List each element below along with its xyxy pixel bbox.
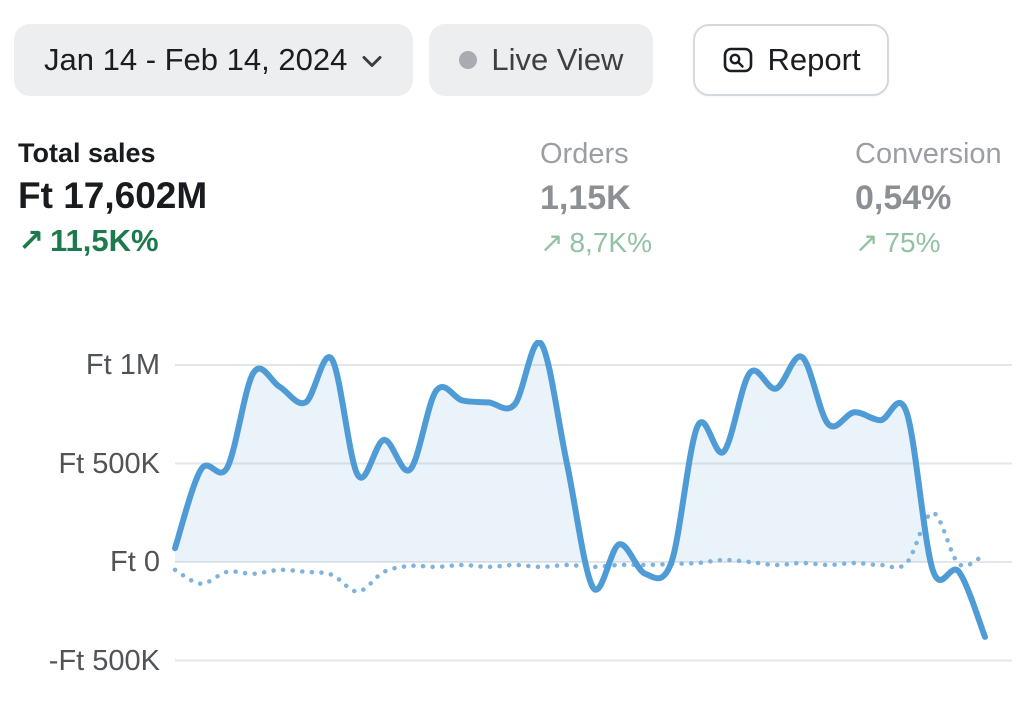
report-icon bbox=[724, 47, 753, 73]
report-label: Report bbox=[767, 42, 861, 77]
metric-delta-value: 75% bbox=[884, 226, 941, 258]
metric-label: Total sales bbox=[18, 138, 156, 168]
metric-delta-value: 8,7K% bbox=[569, 226, 652, 258]
metric-total-sales[interactable]: Total sales Ft 17,602M ↗ 11,5K% bbox=[18, 138, 207, 259]
report-button[interactable]: Report bbox=[693, 24, 889, 96]
metric-delta-value: 11,5K% bbox=[49, 223, 159, 258]
date-range-picker[interactable]: Jan 14 - Feb 14, 2024 bbox=[14, 24, 414, 96]
date-range-label: Jan 14 - Feb 14, 2024 bbox=[44, 42, 348, 77]
toolbar: Jan 14 - Feb 14, 2024 Live View Report bbox=[14, 24, 889, 96]
metric-delta: ↗ 8,7K% bbox=[540, 226, 652, 259]
metrics-row: Total sales Ft 17,602M ↗ 11,5K% Orders 1… bbox=[18, 138, 1032, 268]
metric-delta: ↗ 75% bbox=[855, 226, 1002, 259]
trend-up-icon: ↗ bbox=[855, 227, 879, 258]
live-view-button[interactable]: Live View bbox=[429, 24, 654, 96]
metric-value: 0,54% bbox=[855, 179, 952, 217]
live-view-label: Live View bbox=[491, 42, 624, 77]
metric-orders[interactable]: Orders 1,15K ↗ 8,7K% bbox=[540, 138, 652, 259]
trend-up-icon: ↗ bbox=[540, 227, 564, 258]
y-axis-tick: -Ft 500K bbox=[48, 644, 160, 677]
y-axis-tick: Ft 1M bbox=[85, 349, 160, 381]
sales-line-chart[interactable] bbox=[0, 340, 1032, 704]
metric-label: Orders bbox=[540, 138, 629, 170]
metric-value: 1,15K bbox=[540, 179, 631, 217]
y-axis-tick: Ft 0 bbox=[110, 546, 160, 578]
metric-value: Ft 17,602M bbox=[18, 175, 208, 216]
live-dot-icon bbox=[459, 51, 478, 69]
metric-delta: ↗ 11,5K% bbox=[18, 223, 207, 259]
metric-conversion[interactable]: Conversion 0,54% ↗ 75% bbox=[855, 138, 1002, 259]
trend-up-icon: ↗ bbox=[18, 223, 44, 258]
y-axis-tick: Ft 500K bbox=[58, 447, 160, 480]
metric-label: Conversion bbox=[855, 138, 1002, 170]
chevron-down-icon bbox=[362, 56, 382, 67]
